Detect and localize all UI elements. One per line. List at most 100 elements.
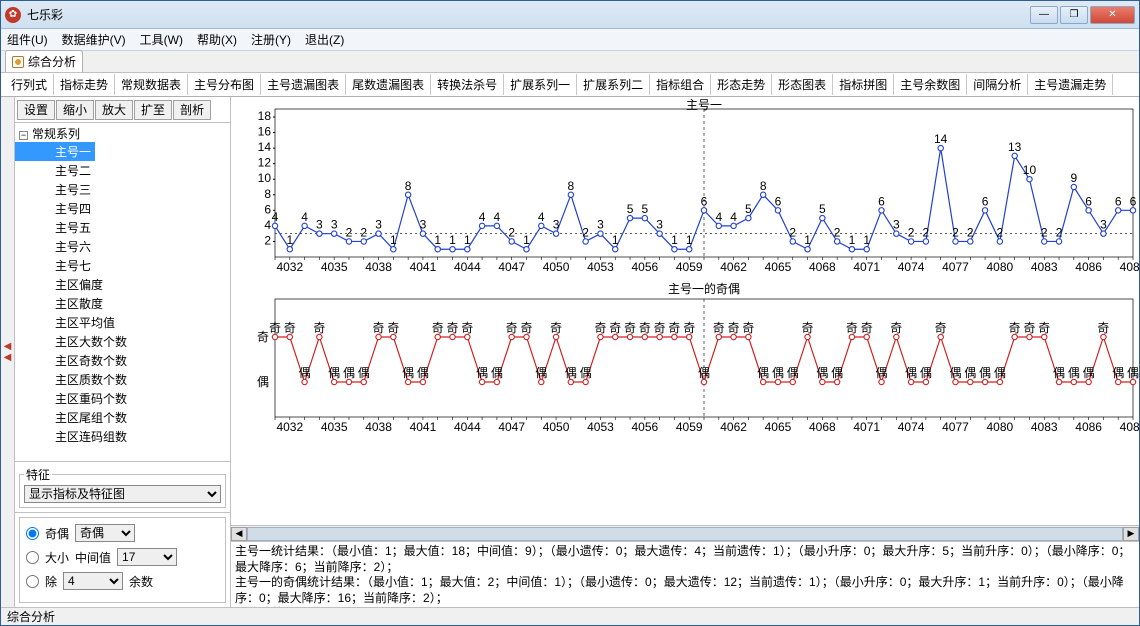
svg-text:1: 1 (464, 233, 471, 247)
tool-button[interactable]: 放大 (95, 100, 133, 120)
tree-item[interactable]: 主号一 (15, 142, 95, 161)
tree-item[interactable]: 主区质数个数 (15, 370, 230, 389)
svg-text:奇: 奇 (520, 321, 532, 335)
svg-text:3: 3 (553, 218, 560, 232)
secondary-tab[interactable]: 形态图表 (772, 74, 833, 95)
svg-text:4047: 4047 (498, 420, 525, 434)
radio-combo[interactable]: 4 (63, 572, 123, 590)
tool-buttons: 设置缩小放大扩至剖析 (15, 97, 230, 123)
secondary-tab[interactable]: 指标拼图 (833, 74, 894, 95)
tree-item[interactable]: 主号二 (15, 161, 230, 180)
radio-input[interactable] (26, 575, 39, 588)
tool-button[interactable]: 剖析 (173, 100, 211, 120)
scroll-right-arrow[interactable]: ▶ (1123, 527, 1139, 541)
tree-item[interactable]: 主号四 (15, 199, 230, 218)
tree-item[interactable]: 主区奇数个数 (15, 351, 230, 370)
svg-text:4074: 4074 (898, 420, 925, 434)
svg-text:14: 14 (258, 140, 272, 154)
scroll-track[interactable] (247, 527, 1123, 541)
secondary-tab[interactable]: 主号遗漏图表 (261, 74, 346, 95)
svg-text:2: 2 (346, 225, 353, 239)
svg-text:奇: 奇 (506, 321, 518, 335)
tree-item[interactable]: 主号六 (15, 237, 230, 256)
secondary-tab[interactable]: 尾数遗漏图表 (346, 74, 431, 95)
svg-text:奇: 奇 (935, 321, 947, 335)
close-button[interactable]: ✕ (1090, 6, 1135, 24)
svg-text:奇: 奇 (861, 321, 873, 335)
secondary-tab[interactable]: 扩展系列二 (577, 74, 650, 95)
secondary-tab[interactable]: 转换法杀号 (431, 74, 504, 95)
tree-expander-icon[interactable]: − (19, 131, 28, 140)
svg-text:4047: 4047 (498, 260, 525, 274)
secondary-tab[interactable]: 指标组合 (650, 74, 711, 95)
svg-text:1: 1 (671, 233, 678, 247)
main-tab-label: 综合分析 (28, 53, 76, 70)
svg-text:偶: 偶 (905, 366, 917, 380)
tree-item[interactable]: 主区偏度 (15, 275, 230, 294)
horizontal-scrollbar[interactable]: ◀ ▶ (231, 525, 1139, 541)
radio-combo[interactable]: 17 (117, 548, 177, 566)
tool-button[interactable]: 缩小 (56, 100, 94, 120)
svg-text:8: 8 (264, 187, 271, 201)
svg-text:偶: 偶 (1112, 366, 1124, 380)
secondary-tab[interactable]: 主号遗漏走势 (1028, 74, 1113, 95)
tree-item[interactable]: 主号七 (15, 256, 230, 275)
secondary-tab[interactable]: 扩展系列一 (504, 74, 577, 95)
secondary-tab[interactable]: 间隔分析 (967, 74, 1028, 95)
minimize-button[interactable]: — (1030, 6, 1058, 24)
tool-button[interactable]: 扩至 (134, 100, 172, 120)
radio-input[interactable] (26, 551, 39, 564)
main-tab[interactable]: 综合分析 (5, 50, 83, 72)
tree-item[interactable]: 主区大数个数 (15, 332, 230, 351)
svg-text:18: 18 (258, 109, 272, 123)
svg-text:4: 4 (272, 210, 279, 224)
menu-item[interactable]: 退出(Z) (305, 31, 344, 48)
feature-select[interactable]: 显示指标及特征图 (24, 485, 221, 503)
tree-item[interactable]: 主号三 (15, 180, 230, 199)
secondary-tab[interactable]: 主号分布图 (188, 74, 261, 95)
radio-group: 奇偶 奇偶 大小 中间值 17 除 4 余数 (15, 513, 230, 607)
tree-item[interactable]: 主号五 (15, 218, 230, 237)
tree-root-label[interactable]: 常规系列 (32, 127, 80, 141)
radio-input[interactable] (26, 527, 39, 540)
secondary-tab[interactable]: 形态走势 (711, 74, 772, 95)
scroll-left-arrow[interactable]: ◀ (231, 527, 247, 541)
svg-text:奇: 奇 (624, 321, 636, 335)
titlebar[interactable]: ✿ 七乐彩 — ❐ ✕ (1, 1, 1139, 29)
svg-text:4071: 4071 (853, 260, 880, 274)
secondary-tab[interactable]: 指标走势 (54, 74, 115, 95)
svg-text:1: 1 (390, 233, 397, 247)
secondary-tab[interactable]: 行列式 (5, 74, 54, 95)
svg-text:偶: 偶 (876, 366, 888, 380)
menu-item[interactable]: 注册(Y) (251, 31, 291, 48)
tree-item[interactable]: 主区平均值 (15, 313, 230, 332)
menu-item[interactable]: 数据维护(V) (62, 31, 126, 48)
menu-item[interactable]: 组件(U) (7, 31, 48, 48)
tree-item[interactable]: 主区连码组数 (15, 427, 230, 446)
maximize-button[interactable]: ❐ (1060, 6, 1088, 24)
svg-text:4077: 4077 (942, 420, 969, 434)
tool-button[interactable]: 设置 (17, 100, 55, 120)
tree-item[interactable]: 主区散度 (15, 294, 230, 313)
collapse-handle[interactable]: ◀◀ (1, 97, 15, 607)
svg-text:奇: 奇 (802, 321, 814, 335)
secondary-tab[interactable]: 主号余数图 (894, 74, 967, 95)
menu-item[interactable]: 工具(W) (140, 31, 183, 48)
tree-item[interactable]: 主区重码个数 (15, 389, 230, 408)
secondary-tabs: 行列式指标走势常规数据表主号分布图主号遗漏图表尾数遗漏图表转换法杀号扩展系列一扩… (1, 73, 1139, 97)
svg-text:偶: 偶 (580, 366, 592, 380)
svg-text:6: 6 (1130, 194, 1137, 208)
svg-text:奇: 奇 (654, 321, 666, 335)
svg-text:4050: 4050 (543, 260, 570, 274)
secondary-tab[interactable]: 常规数据表 (115, 74, 188, 95)
scroll-thumb[interactable] (247, 527, 1123, 541)
svg-text:偶: 偶 (787, 366, 799, 380)
radio-combo[interactable]: 奇偶 (75, 524, 135, 542)
svg-text:4: 4 (479, 210, 486, 224)
tree-item[interactable]: 主区尾组个数 (15, 408, 230, 427)
svg-text:4068: 4068 (809, 260, 836, 274)
menu-item[interactable]: 帮助(X) (197, 31, 237, 48)
svg-text:2: 2 (952, 225, 959, 239)
tree-view[interactable]: −常规系列主号一主号二主号三主号四主号五主号六主号七主区偏度主区散度主区平均值主… (15, 123, 230, 462)
menubar: 组件(U) 数据维护(V) 工具(W) 帮助(X) 注册(Y) 退出(Z) (1, 29, 1139, 51)
